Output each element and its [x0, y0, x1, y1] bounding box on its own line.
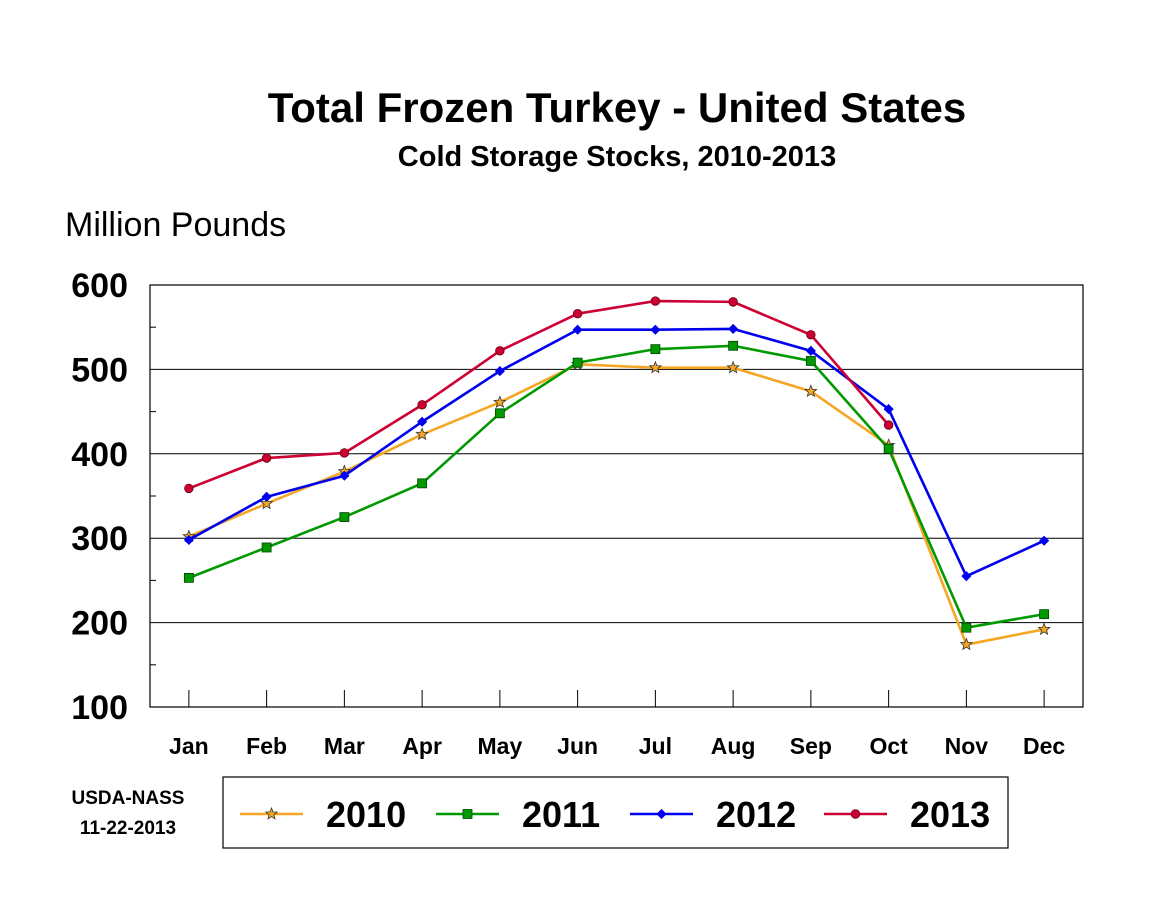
data-point-2012-Jul	[650, 324, 661, 335]
data-point-2010-Aug	[726, 360, 740, 374]
x-tick-label: Jun	[557, 733, 598, 759]
data-point-2011-Aug	[728, 340, 739, 351]
plot-area	[149, 284, 1084, 708]
x-tick-label: Mar	[324, 733, 365, 759]
y-tick-label: 100	[71, 689, 128, 727]
x-tick-label: Oct	[869, 733, 908, 759]
y-tick-label: 400	[71, 436, 128, 474]
y-tick-labels: 100 200 300 400 500 600	[71, 267, 128, 727]
x-tick-label: Nov	[945, 733, 989, 759]
series-2013	[184, 296, 894, 494]
x-tick-label: Feb	[246, 733, 287, 759]
legend-box	[222, 776, 1009, 849]
data-point-2012-Jun	[572, 324, 583, 335]
y-tick-label: 200	[71, 605, 128, 643]
chart-title: Total Frozen Turkey - United States	[268, 84, 967, 131]
data-point-2011-Oct	[883, 443, 894, 454]
y-tick-label: 300	[71, 520, 128, 558]
data-point-2011-Jul	[650, 344, 661, 355]
data-point-2011-Jun	[572, 357, 583, 368]
data-point-2013-Mar	[339, 448, 350, 458]
data-point-2010-Dec	[1037, 622, 1051, 636]
series-2012	[183, 323, 1050, 582]
data-point-2011-Sep	[805, 356, 816, 366]
y-tick-label: 500	[71, 351, 128, 389]
legend-label-2011: 2011	[522, 794, 600, 835]
data-point-2013-May	[495, 346, 505, 356]
legend-label-2012: 2012	[716, 794, 796, 835]
series-line-2013	[188, 299, 890, 490]
source-agency: USDA-NASS	[72, 788, 185, 809]
source-date: 11-22-2013	[80, 818, 176, 839]
legend-label-2013: 2013	[910, 794, 990, 835]
data-point-2013-Oct	[883, 420, 894, 430]
data-point-2012-Sep	[805, 345, 816, 356]
data-point-2012-Oct	[883, 404, 894, 415]
data-point-2012-May	[494, 366, 505, 377]
legend-marker-2013	[850, 809, 861, 819]
y-tick-label: 600	[71, 267, 128, 305]
axis-ticks	[150, 326, 1045, 707]
data-point-2011-Mar	[339, 512, 350, 522]
chart-subtitle: Cold Storage Stocks, 2010-2013	[398, 141, 836, 173]
data-point-2013-Jan	[184, 483, 194, 494]
data-point-2011-May	[494, 408, 505, 419]
data-point-2010-Apr	[415, 427, 429, 441]
legend-label-2010: 2010	[326, 794, 406, 835]
data-point-2012-Apr	[417, 416, 428, 427]
data-point-2013-Aug	[728, 297, 738, 307]
series-2011	[183, 340, 1050, 633]
data-point-2011-Nov	[961, 622, 972, 633]
data-point-2013-Jun	[572, 308, 583, 319]
data-point-2011-Jan	[183, 572, 194, 583]
legend-marker-2012	[656, 808, 667, 820]
x-tick-label: Aug	[711, 733, 756, 759]
x-tick-label: May	[478, 733, 523, 759]
series-line-2011	[188, 344, 1045, 629]
data-point-2012-Dec	[1039, 535, 1050, 546]
data-point-2011-Dec	[1039, 609, 1050, 620]
x-tick-label: Jan	[169, 733, 209, 759]
data-point-2010-Sep	[804, 384, 818, 398]
data-point-2011-Feb	[261, 542, 272, 553]
legend-marker-2011	[462, 809, 473, 819]
data-point-2010-Nov	[959, 637, 974, 651]
x-tick-label: Apr	[402, 733, 442, 759]
x-tick-labels: Jan Feb Mar Apr May Jun Jul Aug Sep Oct Nov Dec	[169, 733, 1065, 759]
data-point-2012-Jan	[183, 534, 194, 545]
x-tick-label: Jul	[639, 733, 672, 759]
data-point-2010-Feb	[259, 496, 274, 510]
data-point-2012-Mar	[339, 470, 350, 481]
x-tick-label: Dec	[1023, 733, 1065, 759]
series-line-2012	[188, 327, 1045, 578]
data-point-2010-Jul	[648, 360, 663, 374]
data-point-2013-Feb	[261, 453, 272, 463]
series-lines	[182, 296, 1051, 651]
data-point-2013-Apr	[417, 400, 427, 410]
data-point-2013-Sep	[806, 330, 816, 340]
data-point-2012-Nov	[961, 571, 972, 582]
y-axis-label: Million Pounds	[65, 206, 286, 244]
data-point-2010-May	[493, 395, 507, 409]
data-point-2013-Jul	[650, 296, 661, 306]
data-point-2012-Feb	[261, 491, 272, 502]
legend-marker-2010	[264, 806, 279, 820]
legend: 2010 2011 2012 2013	[240, 794, 990, 835]
x-tick-label: Sep	[790, 733, 832, 759]
data-point-2012-Aug	[728, 323, 739, 334]
data-point-2011-Apr	[417, 478, 428, 489]
